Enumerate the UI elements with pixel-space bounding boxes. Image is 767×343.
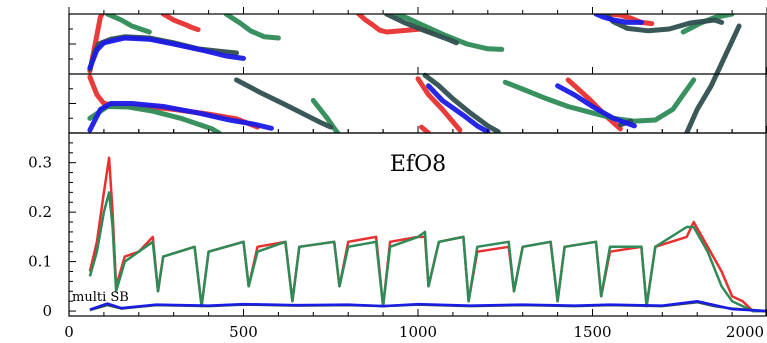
bottom-series-1	[88, 191, 767, 313]
top-series-24	[87, 101, 274, 133]
x-tick-label: 0	[64, 323, 74, 341]
bottom-series-3	[89, 299, 767, 313]
x-tick-label: 500	[229, 323, 258, 341]
top-series-23	[684, 23, 742, 133]
top-series-20	[234, 77, 334, 130]
top-series-11	[87, 35, 246, 71]
top-series-3	[607, 14, 655, 27]
top-panel-marks	[87, 14, 742, 133]
top-series-26	[555, 83, 637, 129]
x-tick-label: 2000	[726, 323, 764, 341]
bottom-panel-marks	[88, 156, 767, 313]
top-series-16	[419, 124, 431, 133]
top-series-5	[223, 14, 281, 41]
top-series-21	[422, 72, 501, 133]
top-series-6	[394, 14, 505, 52]
x-tick-label: 1500	[573, 323, 611, 341]
top-series-18	[310, 98, 341, 133]
chart-title: EfO8	[390, 152, 446, 177]
x-tick-label: 1000	[399, 323, 437, 341]
top-series-12	[593, 14, 644, 25]
top-series-25	[426, 83, 491, 133]
y-tick-label: 0.2	[28, 203, 52, 221]
y-tick-label: 0	[42, 302, 52, 320]
y-tick-label: 0.3	[28, 154, 52, 172]
chart-annotation: multi SB	[72, 290, 129, 305]
axis-ticks: 0 500 1000 1500 2000 0 0.1 0.2 0.3	[28, 7, 767, 341]
top-series-9	[384, 14, 459, 46]
top-series-1	[160, 14, 201, 33]
top-series-4	[104, 14, 152, 35]
y-tick-label: 0.1	[28, 253, 52, 271]
top-series-14	[415, 76, 463, 133]
